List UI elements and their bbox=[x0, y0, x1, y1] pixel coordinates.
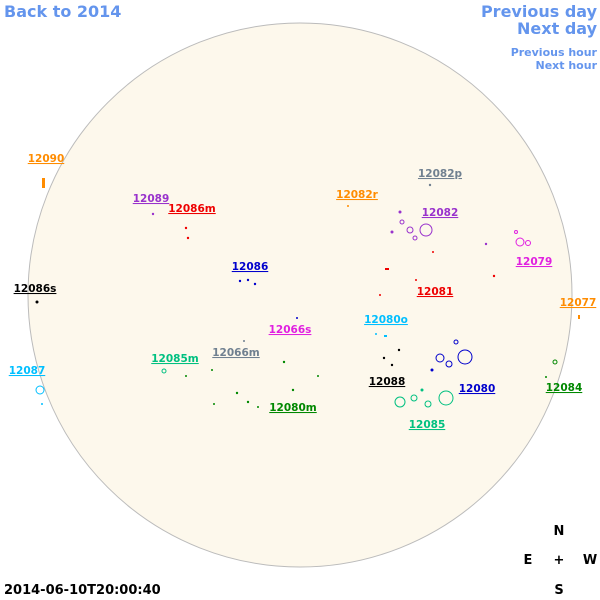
spot bbox=[186, 236, 190, 240]
spot bbox=[375, 333, 377, 335]
spot bbox=[552, 359, 558, 365]
spot bbox=[397, 348, 401, 352]
spot bbox=[424, 400, 432, 408]
spot bbox=[492, 274, 496, 278]
compass-west: W bbox=[583, 553, 597, 568]
region-label[interactable]: 12080 bbox=[459, 383, 496, 395]
spot bbox=[390, 230, 394, 234]
spot bbox=[42, 178, 45, 188]
spot bbox=[399, 219, 405, 225]
compass-north: N bbox=[554, 524, 565, 539]
region-label[interactable]: 12084 bbox=[546, 382, 583, 394]
spot bbox=[457, 349, 473, 365]
spot bbox=[412, 235, 418, 241]
spot bbox=[384, 335, 387, 337]
spot bbox=[317, 375, 319, 377]
spot bbox=[394, 396, 406, 408]
spot bbox=[151, 212, 155, 216]
region-label[interactable]: 12077 bbox=[560, 297, 597, 309]
nav-link[interactable]: Next hour bbox=[536, 59, 598, 72]
spot bbox=[515, 237, 525, 247]
region-label[interactable]: 12088 bbox=[369, 376, 406, 388]
spot bbox=[184, 226, 188, 230]
spot bbox=[161, 368, 167, 374]
region-label[interactable]: 12066m bbox=[212, 347, 260, 359]
spot bbox=[211, 369, 213, 371]
region-label[interactable]: 12066s bbox=[269, 324, 312, 336]
spot bbox=[410, 394, 418, 402]
spot bbox=[432, 251, 434, 253]
region-label[interactable]: 12086s bbox=[14, 283, 57, 295]
spot bbox=[35, 300, 39, 304]
spot bbox=[243, 340, 245, 342]
spot bbox=[514, 230, 518, 234]
nav-link[interactable]: Previous day bbox=[481, 2, 598, 21]
spot bbox=[253, 282, 257, 286]
spot bbox=[235, 391, 239, 395]
nav-link[interactable]: Next day bbox=[517, 19, 598, 38]
spot bbox=[525, 240, 531, 246]
region-label[interactable]: 12086m bbox=[168, 203, 216, 215]
compass-center: + bbox=[554, 553, 565, 568]
spot bbox=[453, 339, 459, 345]
timestamp: 2014-06-10T20:00:40 bbox=[4, 583, 161, 598]
spot bbox=[185, 375, 187, 377]
region-label[interactable]: 12081 bbox=[417, 286, 454, 298]
region-label[interactable]: 12079 bbox=[516, 256, 553, 268]
region-label[interactable]: 12089 bbox=[133, 193, 170, 205]
spot bbox=[282, 360, 286, 364]
spot bbox=[379, 294, 381, 296]
spot bbox=[296, 317, 298, 319]
spot bbox=[578, 315, 580, 319]
compass-south: S bbox=[554, 583, 563, 598]
spot bbox=[246, 400, 250, 404]
spot bbox=[213, 403, 215, 405]
spot bbox=[291, 388, 295, 392]
spot bbox=[420, 388, 424, 392]
region-label[interactable]: 12082p bbox=[418, 168, 463, 180]
region-label[interactable]: 12085m bbox=[151, 353, 199, 365]
region-label[interactable]: 12080o bbox=[364, 314, 408, 326]
spot bbox=[347, 205, 349, 207]
spot bbox=[382, 356, 386, 360]
solar-disk bbox=[27, 22, 573, 568]
spot bbox=[428, 183, 432, 187]
spot bbox=[438, 390, 454, 406]
region-label[interactable]: 12080m bbox=[269, 402, 317, 414]
compass-east: E bbox=[524, 553, 533, 568]
spot bbox=[430, 368, 434, 372]
spot bbox=[445, 360, 453, 368]
spot bbox=[246, 278, 250, 282]
region-label[interactable]: 12082r bbox=[336, 189, 379, 201]
spot bbox=[415, 279, 417, 281]
spot bbox=[545, 376, 547, 378]
spot bbox=[385, 268, 389, 270]
spot bbox=[398, 210, 402, 214]
spot bbox=[419, 223, 433, 237]
spot bbox=[406, 226, 414, 234]
region-label[interactable]: 12090 bbox=[28, 153, 65, 165]
spot bbox=[41, 403, 43, 405]
spot bbox=[257, 406, 259, 408]
region-label[interactable]: 12085 bbox=[409, 419, 446, 431]
sunspots bbox=[35, 178, 580, 408]
spot bbox=[435, 353, 445, 363]
spot bbox=[35, 385, 45, 395]
nav-link[interactable]: Back to 2014 bbox=[4, 2, 121, 21]
spot bbox=[484, 242, 488, 246]
region-label[interactable]: 12087 bbox=[9, 365, 46, 377]
region-label[interactable]: 12082 bbox=[422, 207, 459, 219]
nav-link[interactable]: Previous hour bbox=[511, 46, 598, 59]
spot bbox=[238, 279, 242, 283]
spot bbox=[390, 363, 394, 367]
region-label[interactable]: 12086 bbox=[232, 261, 269, 273]
